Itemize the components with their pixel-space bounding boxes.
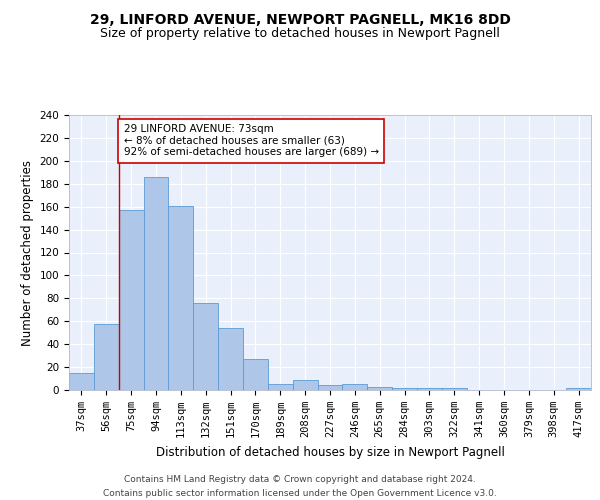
Bar [317,386,343,390]
Bar [293,380,317,390]
X-axis label: Distribution of detached houses by size in Newport Pagnell: Distribution of detached houses by size … [155,446,505,458]
Text: Contains HM Land Registry data © Crown copyright and database right 2024.
Contai: Contains HM Land Registry data © Crown c… [103,476,497,498]
Bar [143,177,169,390]
Bar [566,388,591,390]
Bar [392,388,417,390]
Bar [69,373,94,390]
Text: 29, LINFORD AVENUE, NEWPORT PAGNELL, MK16 8DD: 29, LINFORD AVENUE, NEWPORT PAGNELL, MK1… [89,12,511,26]
Y-axis label: Number of detached properties: Number of detached properties [21,160,34,346]
Bar [268,384,293,390]
Text: Size of property relative to detached houses in Newport Pagnell: Size of property relative to detached ho… [100,28,500,40]
Bar [417,388,442,390]
Bar [218,328,243,390]
Bar [169,206,193,390]
Bar [94,324,119,390]
Bar [243,359,268,390]
Bar [442,388,467,390]
Text: 29 LINFORD AVENUE: 73sqm
← 8% of detached houses are smaller (63)
92% of semi-de: 29 LINFORD AVENUE: 73sqm ← 8% of detache… [124,124,379,158]
Bar [343,384,367,390]
Bar [367,386,392,390]
Bar [193,303,218,390]
Bar [119,210,143,390]
